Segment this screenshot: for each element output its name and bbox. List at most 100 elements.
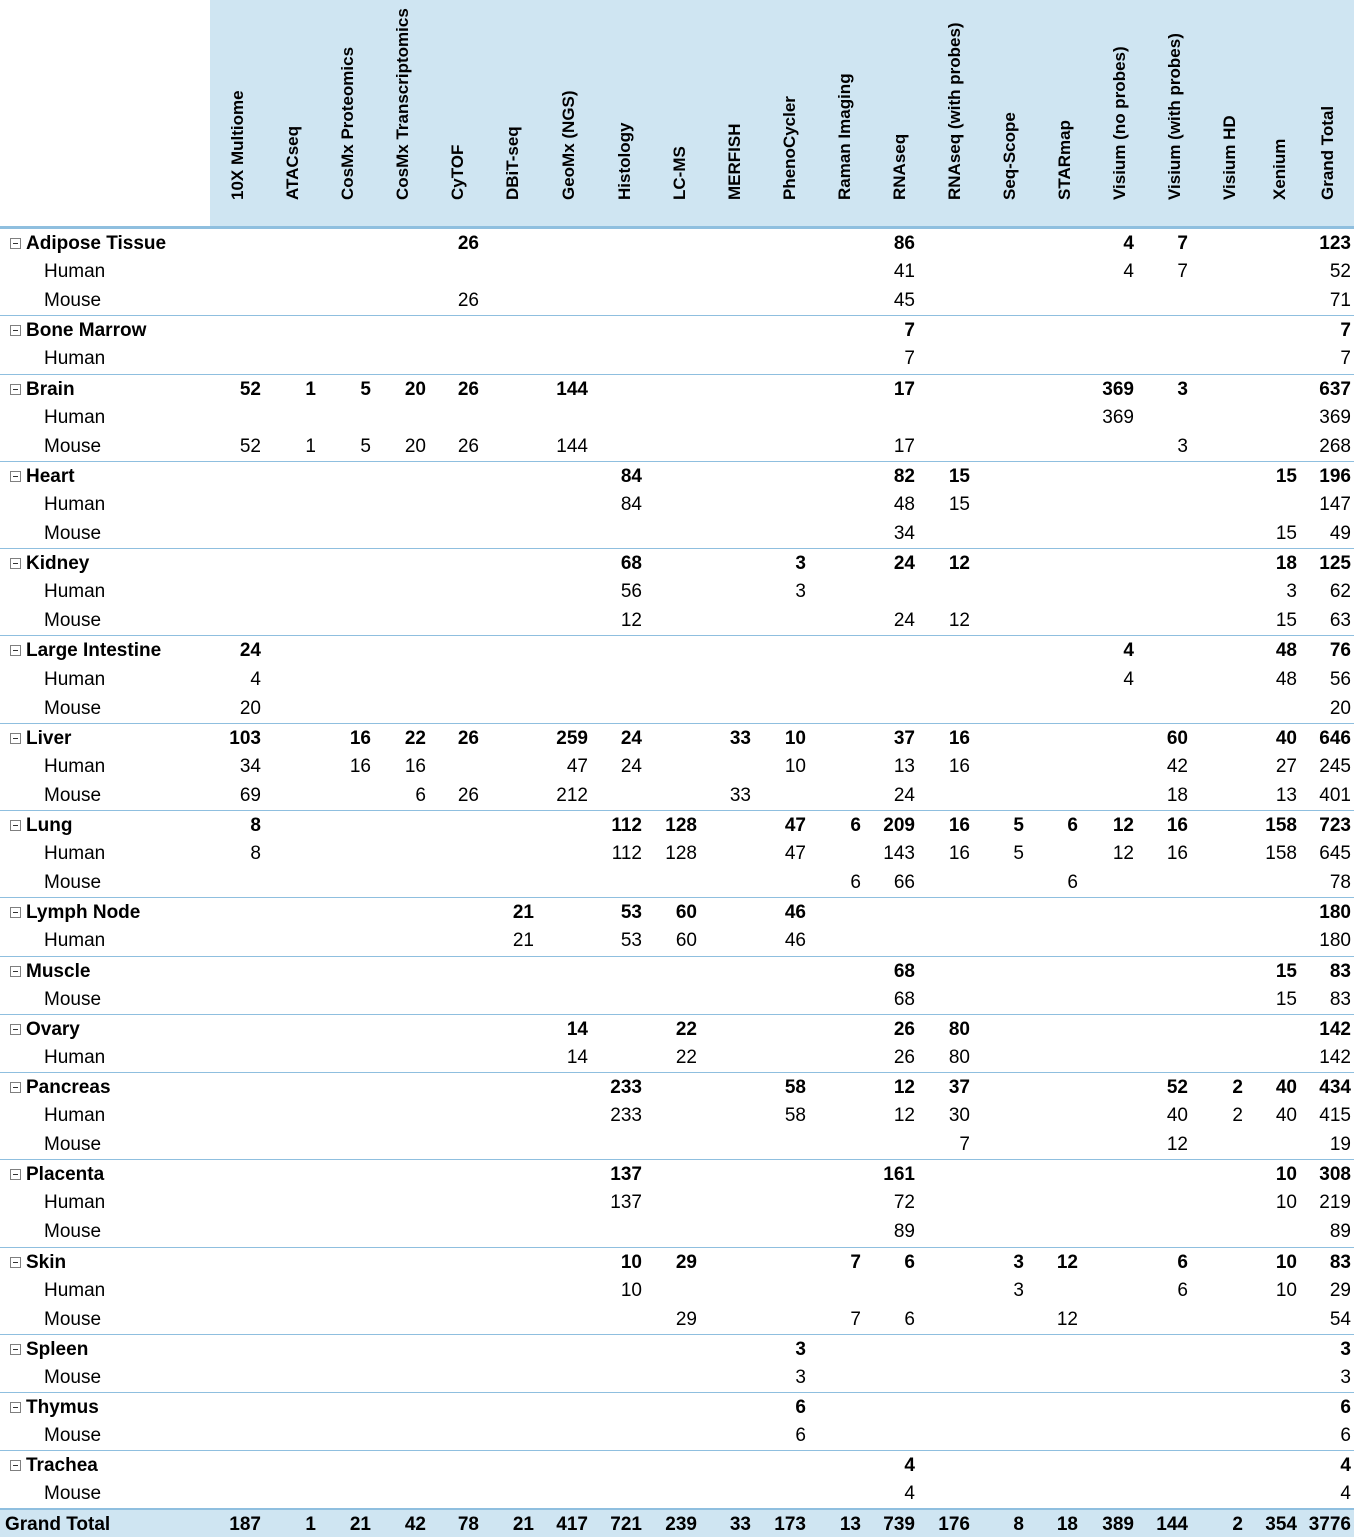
species-row[interactable]: Mouse 52 1 5 20 26 144 17 3 268 (0, 432, 1354, 461)
value-cell[interactable]: 10 (1275, 1164, 1297, 1186)
species-row[interactable]: Mouse 20 20 (0, 694, 1354, 723)
value-cell[interactable]: 123 (1319, 233, 1351, 254)
value-cell[interactable]: 3 (795, 553, 806, 575)
value-cell[interactable]: 13 (893, 755, 915, 777)
value-cell[interactable]: 26 (457, 435, 479, 457)
value-cell[interactable]: 10 (1275, 1279, 1297, 1301)
value-cell[interactable]: 415 (1319, 1105, 1351, 1126)
value-cell[interactable]: 12 (1056, 1251, 1078, 1273)
species-row[interactable]: Human 84 48 15 147 (0, 490, 1354, 519)
species-row[interactable]: Human 10 3 6 10 29 (0, 1276, 1354, 1305)
value-cell[interactable]: 7 (959, 1134, 970, 1156)
column-header-visium-no-probes[interactable]: Visium (no probes) (1092, 0, 1147, 226)
value-cell[interactable]: 3776 (1308, 1514, 1351, 1536)
value-cell[interactable]: 60 (1166, 727, 1188, 749)
value-cell[interactable]: 158 (1265, 815, 1297, 836)
value-cell[interactable]: 212 (556, 784, 588, 806)
value-cell[interactable]: 6 (415, 784, 426, 806)
value-cell[interactable]: 12 (893, 1076, 915, 1098)
value-cell[interactable]: 3 (795, 1338, 806, 1360)
species-row[interactable]: Mouse 26 45 71 (0, 286, 1354, 315)
tissue-row[interactable]: Lymph Node 21 53 60 46 180 (0, 897, 1354, 926)
value-cell[interactable]: 52 (1329, 261, 1351, 283)
value-cell[interactable]: 26 (457, 233, 479, 254)
column-header-starmap[interactable]: STARmap (1037, 0, 1092, 226)
value-cell[interactable]: 84 (620, 493, 642, 515)
value-cell[interactable]: 48 (1275, 640, 1297, 662)
collapse-minus-icon[interactable] (10, 1402, 21, 1413)
species-row[interactable]: Mouse 29 7 6 12 54 (0, 1305, 1354, 1334)
collapse-minus-icon[interactable] (10, 238, 21, 249)
species-row[interactable]: Human 233 58 12 30 40 2 40 415 (0, 1101, 1354, 1130)
value-cell[interactable]: 143 (883, 843, 915, 865)
value-cell[interactable]: 26 (457, 290, 479, 312)
tissue-row[interactable]: Brain 52 1 5 20 26 144 17 369 3 637 (0, 373, 1354, 403)
value-cell[interactable]: 15 (1275, 610, 1297, 632)
collapse-minus-icon[interactable] (10, 1169, 21, 1181)
value-cell[interactable]: 2 (1232, 1514, 1243, 1536)
value-cell[interactable]: 7 (1177, 233, 1188, 254)
value-cell[interactable]: 42 (404, 1514, 426, 1536)
value-cell[interactable]: 144 (556, 378, 588, 400)
value-cell[interactable]: 80 (948, 1046, 970, 1068)
value-cell[interactable]: 40 (1166, 1105, 1188, 1126)
value-cell[interactable]: 24 (239, 640, 261, 662)
value-cell[interactable]: 29 (1329, 1279, 1351, 1301)
species-row[interactable]: Human 8 112 128 47 143 16 5 12 16 158 645 (0, 839, 1354, 868)
collapse-minus-icon[interactable] (10, 820, 21, 831)
collapse-minus-icon[interactable] (10, 965, 21, 977)
tissue-row[interactable]: Lung 8 112 128 47 6 209 16 5 6 12 16 158 723 (0, 810, 1354, 839)
value-cell[interactable]: 5 (1013, 843, 1024, 865)
value-cell[interactable]: 4 (904, 1455, 915, 1477)
value-cell[interactable]: 10 (784, 727, 806, 749)
column-header-visium-hd[interactable]: Visium HD (1202, 0, 1257, 226)
value-cell[interactable]: 5 (360, 435, 371, 457)
value-cell[interactable]: 22 (404, 727, 426, 749)
species-row[interactable]: Mouse 89 89 (0, 1217, 1354, 1246)
value-cell[interactable]: 4 (904, 1483, 915, 1505)
value-cell[interactable]: 54 (1329, 1308, 1351, 1330)
value-cell[interactable]: 369 (1102, 406, 1134, 428)
value-cell[interactable]: 16 (948, 755, 970, 777)
value-cell[interactable]: 4 (1123, 233, 1134, 254)
value-cell[interactable]: 3 (1340, 1366, 1351, 1388)
column-header-lc-ms[interactable]: LC-MS (652, 0, 707, 226)
tissue-row[interactable]: Kidney 68 3 24 12 18 125 (0, 548, 1354, 577)
value-cell[interactable]: 48 (1275, 668, 1297, 690)
column-header-rnaseq[interactable]: RNAseq (872, 0, 927, 226)
value-cell[interactable]: 6 (1067, 815, 1078, 836)
species-row[interactable]: Mouse 12 24 12 15 63 (0, 606, 1354, 635)
value-cell[interactable]: 76 (1329, 640, 1351, 662)
value-cell[interactable]: 60 (675, 930, 697, 952)
value-cell[interactable]: 308 (1319, 1164, 1351, 1186)
value-cell[interactable]: 6 (795, 1397, 806, 1418)
value-cell[interactable]: 83 (1329, 988, 1351, 1010)
value-cell[interactable]: 739 (883, 1514, 915, 1536)
value-cell[interactable]: 3 (1286, 581, 1297, 603)
value-cell[interactable]: 3 (1340, 1338, 1351, 1360)
collapse-minus-icon[interactable] (10, 732, 21, 744)
collapse-minus-icon[interactable] (10, 558, 21, 570)
column-header-visium-with-probes[interactable]: Visium (with probes) (1147, 0, 1202, 226)
value-cell[interactable]: 2 (1232, 1105, 1243, 1126)
column-header-grand-total[interactable]: Grand Total (1302, 0, 1354, 226)
value-cell[interactable]: 24 (893, 553, 915, 575)
species-row[interactable]: Human 369 369 (0, 403, 1354, 432)
value-cell[interactable]: 2 (1232, 1076, 1243, 1098)
value-cell[interactable]: 8 (250, 843, 261, 865)
value-cell[interactable]: 645 (1319, 843, 1351, 865)
value-cell[interactable]: 4 (1123, 668, 1134, 690)
value-cell[interactable]: 40 (1275, 1105, 1297, 1126)
tissue-row[interactable]: Ovary 14 22 26 80 142 (0, 1013, 1354, 1043)
collapse-minus-icon[interactable] (10, 1081, 21, 1093)
grand-total-row[interactable]: Grand Total 187 1 21 42 78 21 417 721 239 33 173 13 7… (0, 1508, 1354, 1538)
value-cell[interactable]: 24 (620, 727, 642, 749)
collapse-minus-icon[interactable] (10, 1343, 21, 1355)
value-cell[interactable]: 20 (1329, 697, 1351, 719)
value-cell[interactable]: 128 (665, 843, 697, 865)
value-cell[interactable]: 137 (610, 1164, 642, 1186)
value-cell[interactable]: 58 (784, 1105, 806, 1126)
value-cell[interactable]: 7 (1177, 261, 1188, 283)
value-cell[interactable]: 180 (1319, 930, 1351, 952)
value-cell[interactable]: 89 (1329, 1221, 1351, 1243)
